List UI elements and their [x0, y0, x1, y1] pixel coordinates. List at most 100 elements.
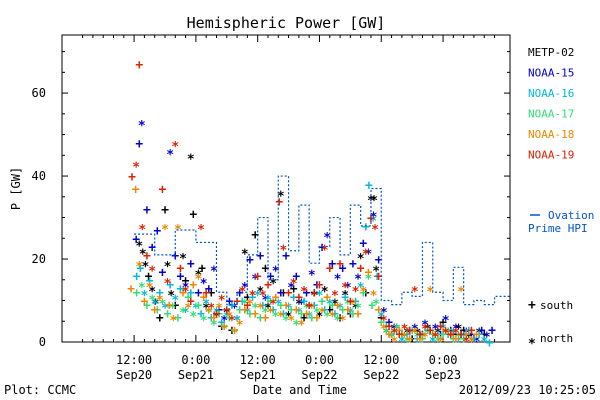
point-noaa-18: + — [200, 290, 208, 305]
point-noaa-15: * — [287, 281, 295, 296]
point-noaa-16: + — [218, 315, 226, 330]
point-noaa-15: + — [339, 261, 347, 276]
point-noaa-18: * — [467, 335, 475, 350]
point-metp-02: * — [135, 239, 143, 254]
point-noaa-16: + — [465, 324, 473, 339]
point-noaa-16: * — [439, 322, 447, 337]
point-noaa-16: + — [424, 324, 432, 339]
point-noaa-19: + — [143, 249, 151, 264]
point-metp-02: + — [228, 324, 236, 339]
point-noaa-19: + — [135, 58, 143, 73]
point-noaa-15: + — [148, 241, 156, 256]
point-noaa-16: * — [388, 331, 396, 346]
point-noaa-18: * — [267, 306, 275, 321]
point-metp-02: * — [167, 289, 175, 304]
point-noaa-15: + — [349, 257, 357, 272]
point-noaa-17: + — [377, 315, 385, 330]
point-noaa-17: + — [195, 299, 203, 314]
point-noaa-16: + — [362, 220, 370, 235]
point-noaa-17: + — [164, 307, 172, 322]
x-tick-label-time: 12:00 — [363, 353, 399, 367]
point-noaa-16: + — [475, 328, 483, 343]
point-noaa-15: * — [210, 264, 218, 279]
point-noaa-19: * — [352, 285, 360, 300]
point-noaa-17: + — [236, 303, 244, 318]
point-noaa-17: * — [251, 302, 259, 317]
point-noaa-17: + — [287, 303, 295, 318]
point-noaa-16: * — [274, 298, 282, 313]
point-noaa-19: * — [431, 331, 439, 346]
point-noaa-15: + — [195, 286, 203, 301]
point-noaa-19: + — [457, 328, 465, 343]
point-noaa-18: * — [380, 322, 388, 337]
point-noaa-18: + — [303, 307, 311, 322]
point-noaa-19: + — [336, 257, 344, 272]
point-noaa-19: + — [447, 328, 455, 343]
point-noaa-17: * — [158, 298, 166, 313]
point-noaa-19: + — [316, 278, 324, 293]
point-metp-02: + — [460, 324, 468, 339]
point-noaa-16: + — [485, 336, 493, 351]
point-noaa-16: * — [161, 302, 169, 317]
point-noaa-16: * — [140, 289, 148, 304]
point-noaa-15: + — [478, 324, 486, 339]
legend-label-ovation-1: Ovation — [548, 209, 594, 222]
point-metp-02: + — [300, 311, 308, 326]
point-noaa-17: * — [344, 298, 352, 313]
point-noaa-17: + — [256, 311, 264, 326]
point-noaa-18: * — [195, 273, 203, 288]
point-noaa-19: + — [426, 324, 434, 339]
point-noaa-15: + — [143, 203, 151, 218]
point-noaa-17: + — [368, 299, 376, 314]
point-noaa-19: + — [187, 295, 195, 310]
legend-label-noaa-19: NOAA-19 — [528, 149, 574, 162]
point-noaa-19: + — [285, 286, 293, 301]
point-noaa-16: + — [321, 303, 329, 318]
point-noaa-19: + — [375, 270, 383, 285]
point-noaa-18: + — [210, 311, 218, 326]
point-noaa-16: * — [408, 327, 416, 342]
point-noaa-15: + — [158, 265, 166, 280]
point-noaa-18: + — [251, 307, 259, 322]
point-noaa-18: + — [261, 311, 269, 326]
point-noaa-17: * — [354, 302, 362, 317]
point-noaa-16: + — [393, 324, 401, 339]
point-noaa-16: + — [280, 307, 288, 322]
point-noaa-18: * — [457, 285, 465, 300]
point-noaa-19: * — [290, 277, 298, 292]
point-noaa-15: * — [462, 327, 470, 342]
point-noaa-17: * — [303, 302, 311, 317]
point-noaa-18: * — [349, 298, 357, 313]
point-noaa-16: * — [233, 314, 241, 329]
point-noaa-17: + — [439, 328, 447, 343]
point-noaa-18: * — [421, 331, 429, 346]
point-noaa-18: + — [344, 303, 352, 318]
point-metp-02: * — [256, 285, 264, 300]
point-noaa-15: * — [401, 331, 409, 346]
point-noaa-16: * — [254, 289, 262, 304]
point-noaa-18: * — [205, 306, 213, 321]
point-noaa-15: * — [241, 281, 249, 296]
point-noaa-19: + — [326, 261, 334, 276]
x-tick-label-date: Sep21 — [178, 368, 214, 382]
point-noaa-17: + — [359, 286, 367, 301]
point-noaa-18: * — [426, 285, 434, 300]
point-noaa-19: * — [138, 223, 146, 238]
point-noaa-16: + — [434, 328, 442, 343]
point-noaa-17: * — [220, 322, 228, 337]
point-noaa-15: * — [364, 248, 372, 263]
point-metp-02: + — [145, 270, 153, 285]
point-noaa-18: * — [246, 298, 254, 313]
point-noaa-18: + — [231, 324, 239, 339]
plot-credit: Plot: CCMC — [4, 383, 76, 397]
point-noaa-17: + — [398, 328, 406, 343]
point-noaa-16: + — [365, 178, 373, 193]
point-noaa-16: * — [285, 302, 293, 317]
point-noaa-18: + — [220, 319, 228, 334]
point-noaa-16: + — [238, 295, 246, 310]
point-noaa-18: * — [359, 285, 367, 300]
point-noaa-17: + — [215, 307, 223, 322]
point-noaa-15: * — [138, 119, 146, 134]
point-noaa-15: * — [344, 281, 352, 296]
